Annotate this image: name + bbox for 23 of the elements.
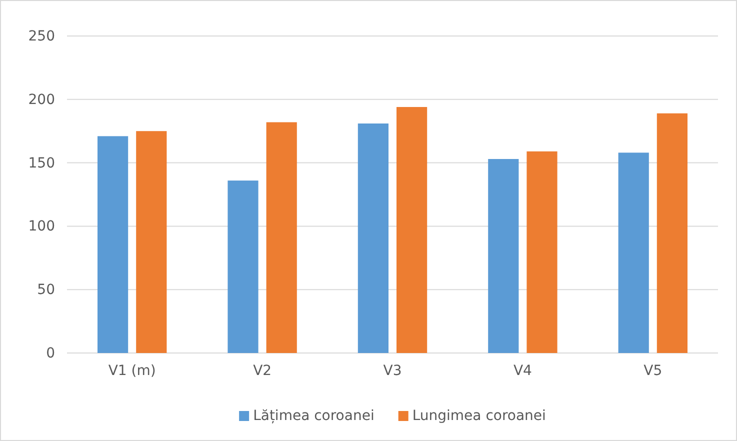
bar	[618, 152, 649, 353]
y-tick-label: 150	[28, 155, 55, 172]
bar	[396, 107, 428, 353]
bar	[358, 123, 388, 353]
y-tick-label: 50	[37, 282, 55, 298]
y-tick-label: 250	[28, 28, 55, 44]
x-tick-label: V5	[644, 362, 662, 379]
bar	[526, 151, 558, 353]
legend-label: Lățimea coroanei	[253, 408, 374, 424]
y-tick-label: 100	[28, 218, 55, 235]
y-tick-label: 0	[46, 345, 55, 362]
bar	[656, 113, 688, 353]
x-tick-label: V1 (m)	[108, 362, 156, 379]
y-tick-label: 200	[28, 92, 55, 108]
bar	[266, 122, 297, 353]
x-tick-label: V3	[383, 362, 402, 379]
bar	[488, 158, 519, 353]
bar	[98, 136, 128, 353]
x-tick-label: V2	[253, 362, 272, 379]
bar	[228, 180, 258, 353]
legend-label: Lungimea coroanei	[412, 408, 546, 424]
x-tick-label: V4	[513, 362, 532, 379]
bar	[136, 131, 167, 353]
